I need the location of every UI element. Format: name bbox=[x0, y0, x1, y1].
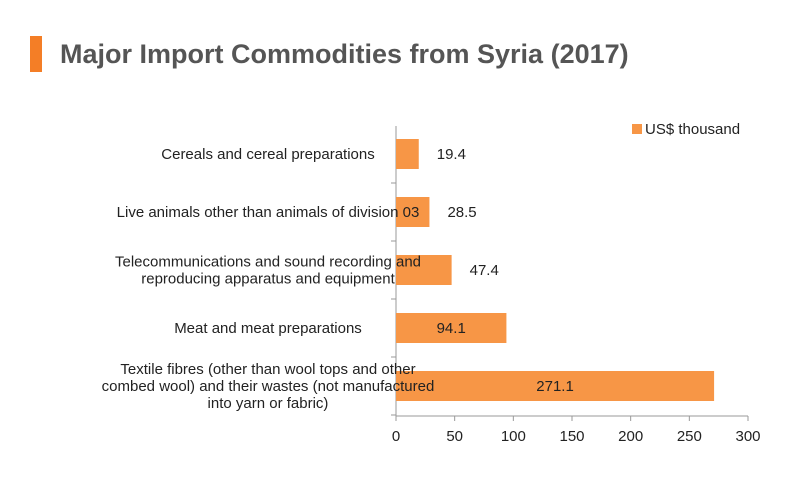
x-tick-label: 250 bbox=[677, 428, 702, 445]
x-tick-label: 200 bbox=[618, 428, 643, 445]
category-label: Telecommunications and sound recording a… bbox=[115, 254, 421, 288]
x-tick-label: 0 bbox=[392, 428, 400, 445]
bar bbox=[396, 197, 430, 227]
title-accent-bar bbox=[30, 36, 42, 72]
bar bbox=[396, 313, 507, 343]
bar bbox=[396, 255, 452, 285]
data-label: 271.1 bbox=[536, 378, 574, 395]
page-title: Major Import Commodities from Syria (201… bbox=[60, 39, 629, 69]
bar bbox=[396, 139, 419, 169]
x-tick-label: 50 bbox=[446, 428, 463, 445]
data-label: 94.1 bbox=[437, 320, 466, 337]
category-label: Live animals other than animals of divis… bbox=[117, 204, 420, 221]
legend-swatch bbox=[632, 124, 642, 134]
data-label: 47.4 bbox=[470, 262, 499, 279]
x-tick-label: 300 bbox=[735, 428, 760, 445]
bar bbox=[396, 371, 715, 401]
data-label: 28.5 bbox=[447, 204, 476, 221]
category-label: Textile fibres (other than wool tops and… bbox=[102, 361, 435, 412]
x-tick-label: 100 bbox=[501, 428, 526, 445]
data-label: 19.4 bbox=[437, 146, 466, 163]
x-tick-label: 150 bbox=[559, 428, 584, 445]
category-label: Meat and meat preparations bbox=[174, 320, 362, 337]
legend-label: US$ thousand bbox=[645, 121, 740, 138]
category-label: Cereals and cereal preparations bbox=[161, 146, 374, 163]
